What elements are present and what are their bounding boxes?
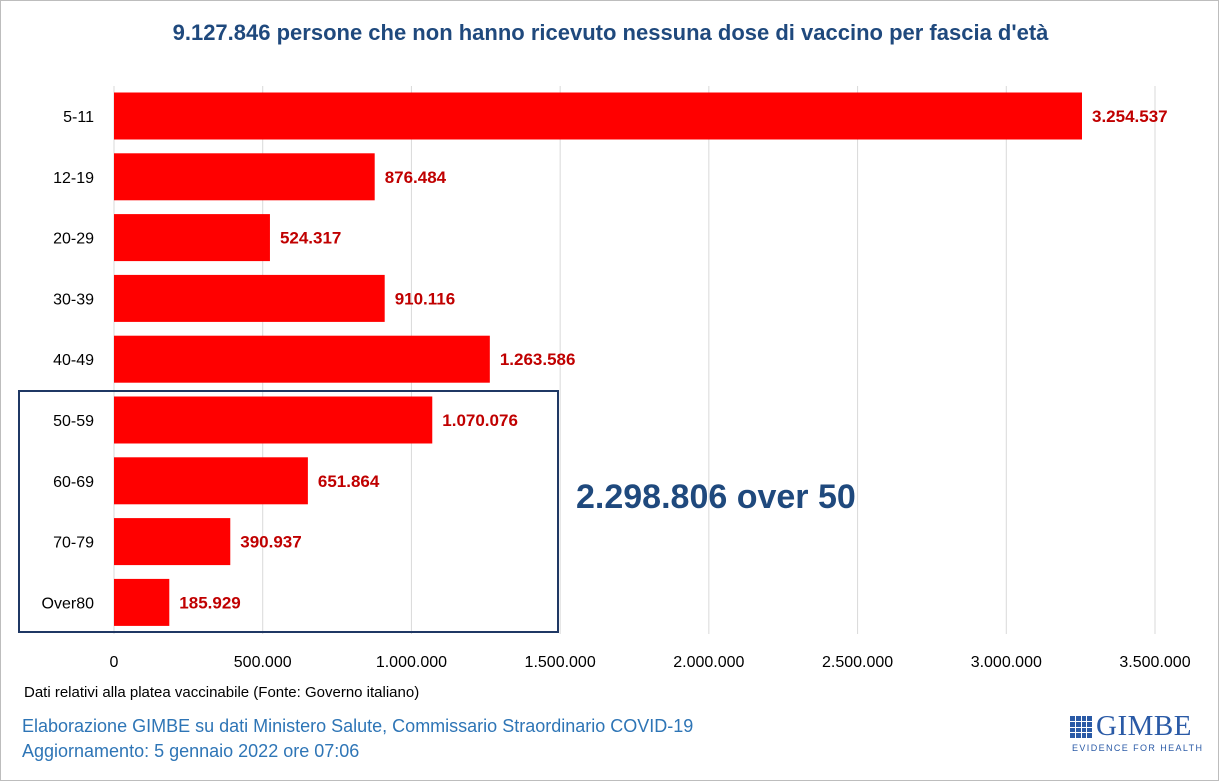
logo-grid-icon [1070, 716, 1092, 738]
x-tick-label: 1.000.000 [376, 654, 447, 671]
bar-20-29 [114, 214, 270, 262]
bar-50-59 [114, 396, 433, 444]
bar-60-69 [114, 457, 308, 505]
category-label: Over80 [42, 595, 95, 612]
category-label: 30-39 [53, 291, 94, 308]
bar-30-39 [114, 274, 385, 322]
value-label: 185.929 [179, 593, 240, 612]
bars [114, 92, 1082, 626]
category-label: 40-49 [53, 352, 94, 369]
x-tick-label: 2.500.000 [822, 654, 893, 671]
value-label: 524.317 [280, 229, 341, 248]
value-label: 876.484 [385, 168, 447, 187]
x-tick-label: 3.000.000 [971, 654, 1042, 671]
bar-12-19 [114, 153, 375, 201]
x-tick-labels: 0 500.000 1.000.000 1.500.000 2.000.000 2.500… [110, 654, 1191, 671]
value-label: 390.937 [240, 533, 301, 552]
bar-over80 [114, 578, 170, 626]
category-label: 70-79 [53, 535, 94, 552]
update-line: Aggiornamento: 5 gennaio 2022 ore 07:06 [22, 741, 360, 761]
x-tick-label: 0 [110, 654, 119, 671]
bar-70-79 [114, 518, 231, 566]
x-tick-label: 1.500.000 [525, 654, 596, 671]
category-label: 12-19 [53, 170, 94, 187]
chart-title: 9.127.846 persone che non hanno ricevuto… [172, 20, 1049, 45]
value-label: 910.116 [395, 289, 456, 308]
value-labels: 3.254.537 876.484 524.317 910.116 1.263.586 1… [179, 107, 1167, 612]
x-tick-label: 500.000 [234, 654, 292, 671]
gimbe-logo: GIMBE EVIDENCE FOR HEALTH [1070, 710, 1204, 758]
value-label: 651.864 [318, 472, 380, 491]
x-tick-label: 2.000.000 [673, 654, 744, 671]
over-50-callout: 2.298.806 over 50 [576, 478, 856, 516]
category-label: 60-69 [53, 474, 94, 491]
bar-5-11 [114, 92, 1082, 140]
logo-tagline: EVIDENCE FOR HEALTH [1072, 743, 1204, 753]
category-label: 5-11 [63, 109, 94, 126]
value-label: 1.263.586 [500, 350, 576, 369]
credit-line: Elaborazione GIMBE su dati Ministero Sal… [22, 716, 694, 736]
source-note: Dati relativi alla platea vaccinabile (F… [24, 684, 420, 701]
x-tick-label: 3.500.000 [1119, 654, 1190, 671]
value-label: 1.070.076 [442, 411, 518, 430]
category-labels: 5-11 12-19 20-29 30-39 40-49 50-59 60-69 70-79 O… [42, 109, 95, 612]
logo-wordmark: GIMBE [1096, 710, 1192, 742]
value-label: 3.254.537 [1092, 107, 1168, 126]
bar-40-49 [114, 335, 490, 383]
category-label: 50-59 [53, 413, 94, 430]
category-label: 20-29 [53, 231, 94, 248]
over-50-highlight-box [18, 390, 559, 633]
